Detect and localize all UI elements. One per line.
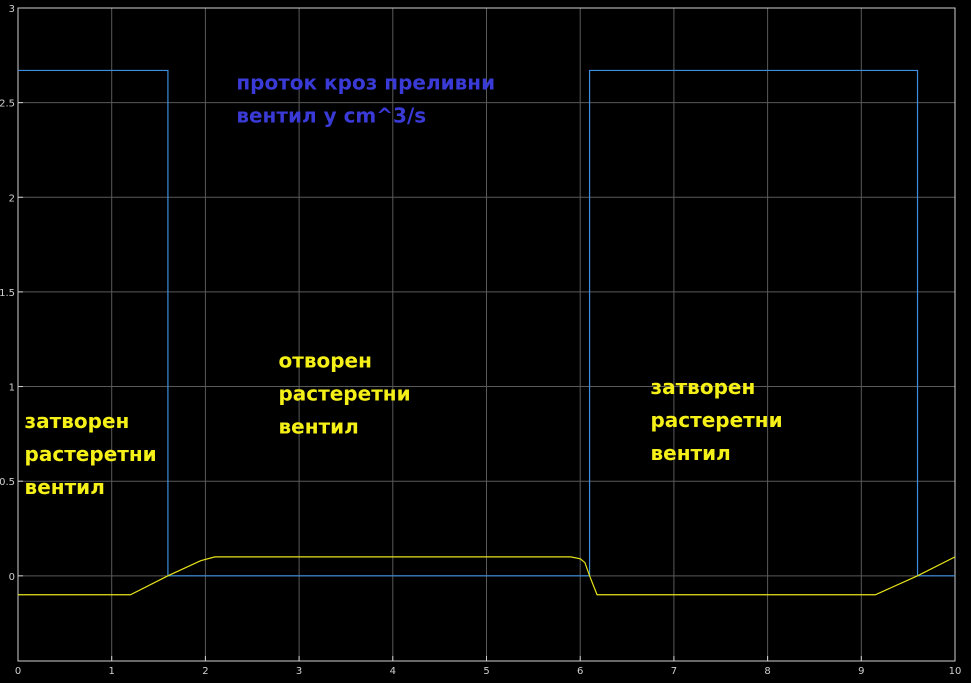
annotation-3: затворен растеретни вентил xyxy=(650,375,782,465)
y-tick-label-6: 3 xyxy=(9,4,15,15)
annotation-1-line-1: растеретни xyxy=(25,442,157,466)
annotation-2-line-2: вентил xyxy=(278,415,358,439)
x-tick-label-6: 6 xyxy=(577,666,583,677)
x-tick-label-9: 9 xyxy=(858,666,864,677)
annotation-3-line-1: растеретни xyxy=(650,408,782,432)
x-tick-label-8: 8 xyxy=(764,666,770,677)
annotation-0-line-0: проток кроз преливни xyxy=(236,70,495,94)
annotation-0-line-1: вентил у cm^3/s xyxy=(236,103,426,127)
annotations-group: проток кроз преливни вентил у cm^3/s затво… xyxy=(25,70,783,499)
y-tick-label-0: 0 xyxy=(9,572,15,583)
annotation-1-line-2: вентил xyxy=(25,475,105,499)
y-tick-label-2: 1 xyxy=(9,383,15,394)
y-tick-label-1: 0.5 xyxy=(0,477,15,488)
x-axis-ticks: 0 1 2 3 4 5 6 7 8 9 10 xyxy=(15,656,962,677)
x-tick-label-2: 2 xyxy=(202,666,208,677)
x-tick-label-10: 10 xyxy=(949,666,962,677)
annotation-2-line-1: растеретни xyxy=(278,382,410,406)
x-tick-label-7: 7 xyxy=(671,666,677,677)
y-tick-label-4: 2 xyxy=(9,193,15,204)
annotation-2: отворен растеретни вентил xyxy=(278,349,410,439)
x-tick-label-0: 0 xyxy=(15,666,21,677)
annotation-3-line-0: затворен xyxy=(650,375,755,399)
annotation-1-line-0: затворен xyxy=(25,409,130,433)
y-tick-label-3: 1.5 xyxy=(0,288,15,299)
annotation-1: затворен растеретни вентил xyxy=(25,409,157,499)
x-tick-label-3: 3 xyxy=(296,666,302,677)
series-line-0 xyxy=(18,69,955,577)
annotation-0: проток кроз преливни вентил у cm^3/s xyxy=(236,70,495,127)
annotation-3-line-2: вентил xyxy=(650,441,730,465)
x-tick-label-1: 1 xyxy=(109,666,115,677)
annotation-2-line-0: отворен xyxy=(278,349,371,373)
x-tick-label-5: 5 xyxy=(483,666,489,677)
y-tick-label-5: 2.5 xyxy=(0,99,15,110)
series-line-1 xyxy=(18,556,956,596)
series-group xyxy=(18,69,956,596)
y-axis-ticks: 0 0.5 1 1.5 2 2.5 3 xyxy=(0,4,23,583)
x-tick-label-4: 4 xyxy=(390,666,396,677)
